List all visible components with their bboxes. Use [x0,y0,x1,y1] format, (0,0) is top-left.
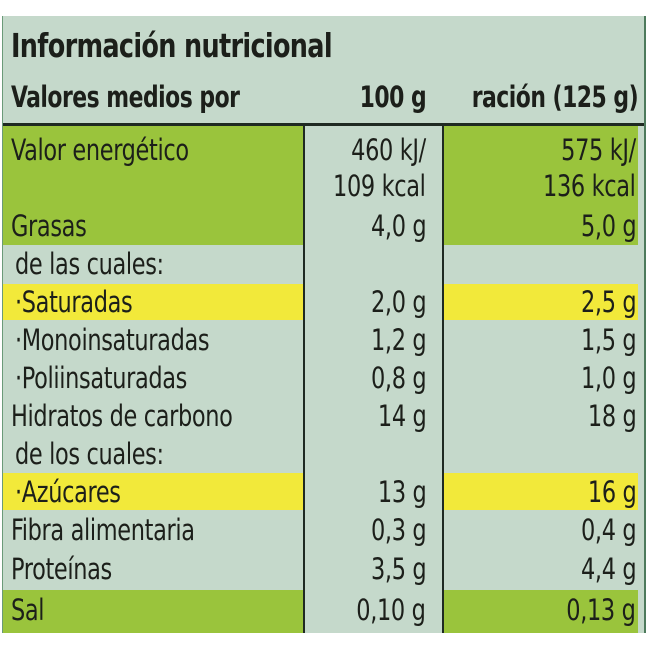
value-per-100g: 14 g [377,399,426,433]
value-per-serving: 136 kcal [543,169,636,203]
header-divider [3,123,644,126]
row-bg-salt [3,590,644,633]
value-per-100g: 0,3 g [370,513,427,547]
nutrient-label: de las cuales: [15,247,164,281]
value-per-100g: 1,2 g [370,323,427,357]
value-per-serving: 2,5 g [580,285,637,319]
nutrient-label: ·Saturadas [15,285,133,319]
value-per-100g: 109 kcal [333,169,426,203]
nutrient-label: ·Azúcares [15,475,121,509]
row-bg-energy-fat [3,126,644,245]
value-per-serving: 575 kJ/ [561,133,636,167]
nutrient-label: Grasas [11,209,87,243]
value-per-serving: 16 g [587,475,636,509]
table-title: Información nutricional [11,26,333,65]
value-per-serving: 4,4 g [580,552,637,586]
nutrient-label: ·Monoinsaturadas [15,323,210,357]
value-per-100g: 2,0 g [370,285,427,319]
value-per-100g: 4,0 g [370,209,427,243]
value-per-100g: 3,5 g [370,552,427,586]
value-per-100g: 0,8 g [370,361,427,395]
nutrient-label: Hidratos de carbono [11,399,233,433]
value-per-100g: 0,10 g [356,593,427,627]
nutrient-label: Proteínas [11,552,112,586]
header-per-100g: 100 g [359,80,426,114]
nutrient-label: Valor energético [11,133,189,167]
value-per-serving: 1,5 g [580,323,637,357]
value-per-100g: 460 kJ/ [351,133,426,167]
nutrient-label: de los cuales: [15,437,164,471]
nutrient-label: ·Poliinsaturadas [15,361,188,395]
nutrition-facts-table: Información nutricional Valores medios p… [2,16,646,633]
value-per-serving: 0,13 g [566,593,637,627]
value-per-serving: 1,0 g [580,361,637,395]
value-per-100g: 13 g [377,475,426,509]
header-per-serving: ración (125 g) [471,80,639,114]
value-per-serving: 0,4 g [580,513,637,547]
per-100g-column [303,126,444,633]
value-per-serving: 5,0 g [580,209,637,243]
nutrient-label: Fibra alimentaria [11,513,195,547]
row-bg-sugars [3,473,644,510]
row-bg-saturated [3,284,644,320]
nutrient-label: Sal [11,593,45,627]
header-label: Valores medios por [11,80,240,114]
value-per-serving: 18 g [587,399,636,433]
